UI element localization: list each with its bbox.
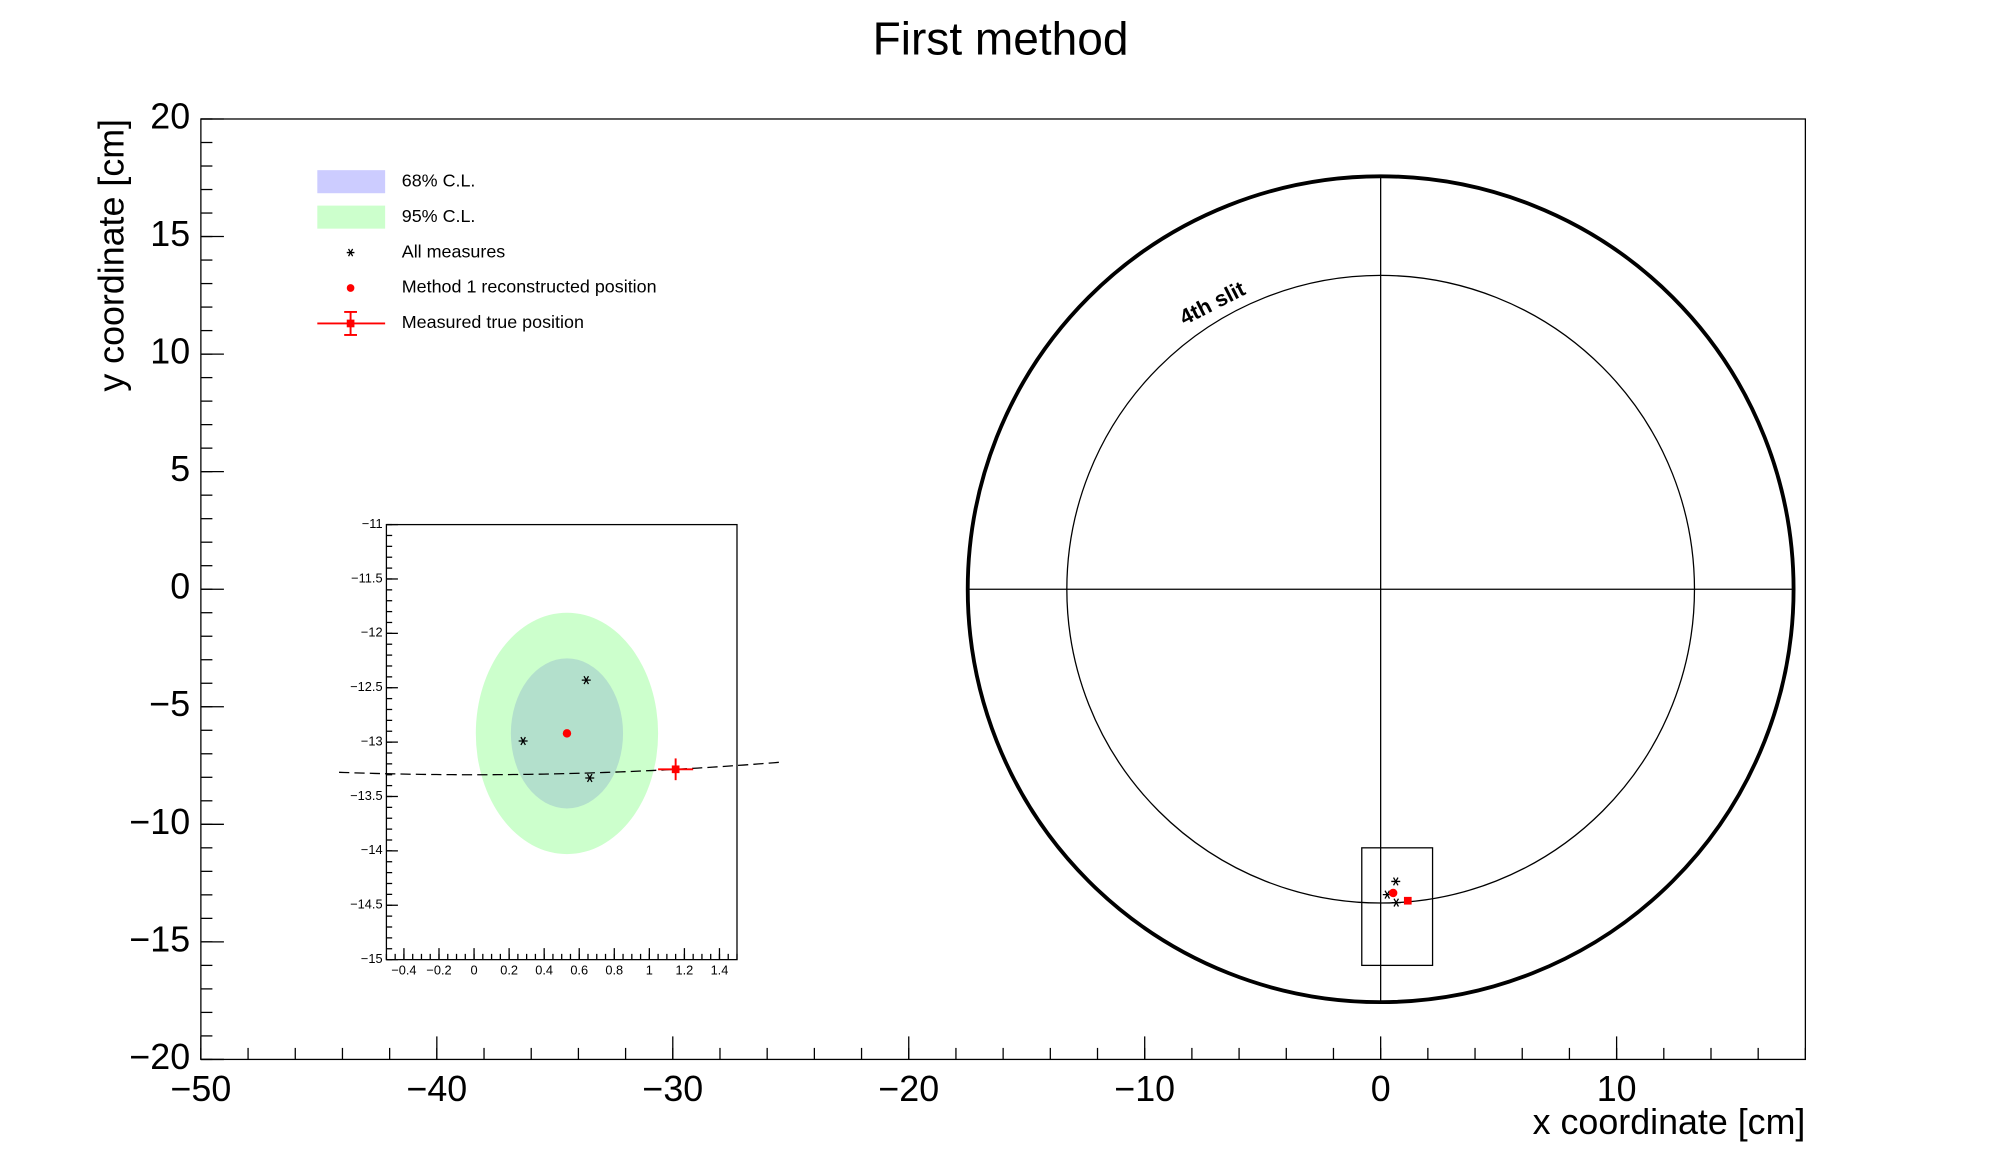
chart-title: First method: [873, 12, 1129, 64]
true-point: [671, 765, 680, 774]
zoom-box: [1361, 847, 1434, 967]
y-tick-label: −15: [361, 951, 383, 966]
y-tick-label: 0: [170, 567, 190, 607]
legend-label: Measured true position: [402, 312, 584, 332]
y-tick-label: −14: [361, 842, 383, 857]
x-tick-label: 0: [1371, 1069, 1391, 1109]
reconstructed-point: [1388, 888, 1398, 898]
x-tick-label: 1.2: [676, 963, 694, 978]
y-tick-label: −10: [129, 802, 190, 842]
x-tick-label: −0.2: [426, 963, 451, 978]
x-tick-label: 0.4: [535, 963, 553, 978]
legend-label: All measures: [402, 241, 506, 261]
legend-marker: [346, 248, 355, 257]
legend-label: 95% C.L.: [402, 206, 476, 226]
y-tick-label: −14.5: [350, 897, 382, 912]
y-tick-label: 20: [150, 96, 190, 136]
legend-marker: [346, 319, 355, 328]
y-tick-label: 5: [170, 449, 190, 489]
y-tick-label: 10: [150, 332, 190, 372]
x-tick-label: 0.2: [500, 963, 518, 978]
x-tick-label: 0: [471, 963, 478, 978]
x-tick-label: 0.8: [605, 963, 623, 978]
measure-point: [518, 736, 528, 746]
y-tick-label: −15: [129, 919, 190, 959]
y-tick-label: −13.5: [350, 788, 382, 803]
x-tick-label: −20: [878, 1069, 939, 1109]
x-tick-label: 0.6: [570, 963, 588, 978]
y-tick-label: −12.5: [350, 679, 382, 694]
y-tick-label: −11: [362, 516, 383, 531]
x-tick-label: −0.4: [391, 963, 416, 978]
x-tick-label: −40: [406, 1069, 467, 1109]
x-tick-label: 1: [646, 963, 653, 978]
true-point: [1403, 896, 1412, 905]
measure-point: [1391, 877, 1401, 886]
x-tick-label: −50: [171, 1069, 232, 1109]
measure-point: [585, 773, 595, 783]
y-tick-label: −12: [361, 625, 383, 640]
y-tick-label: 15: [150, 214, 190, 254]
y-tick-label: −5: [149, 684, 190, 724]
measure-point: [1391, 898, 1401, 907]
slit-arc: [339, 761, 780, 776]
y-tick-label: −13: [361, 733, 383, 748]
y-tick-label: −20: [129, 1037, 190, 1077]
x-tick-label: 1.4: [711, 963, 729, 978]
legend-label: Method 1 reconstructed position: [402, 277, 657, 297]
reconstructed-point: [562, 729, 572, 738]
measure-point: [581, 675, 591, 685]
legend-marker: [346, 284, 355, 292]
x-axis-label: x coordinate [cm]: [1533, 1102, 1806, 1142]
legend-label: 68% C.L.: [402, 170, 476, 190]
legend-swatch: [317, 170, 386, 194]
y-tick-label: −11.5: [351, 570, 382, 585]
x-tick-label: −10: [1114, 1069, 1175, 1109]
x-tick-label: 10: [1597, 1069, 1637, 1109]
y-axis-label: y coordinate [cm]: [91, 119, 131, 392]
legend-swatch: [317, 205, 386, 229]
x-tick-label: −30: [642, 1069, 703, 1109]
